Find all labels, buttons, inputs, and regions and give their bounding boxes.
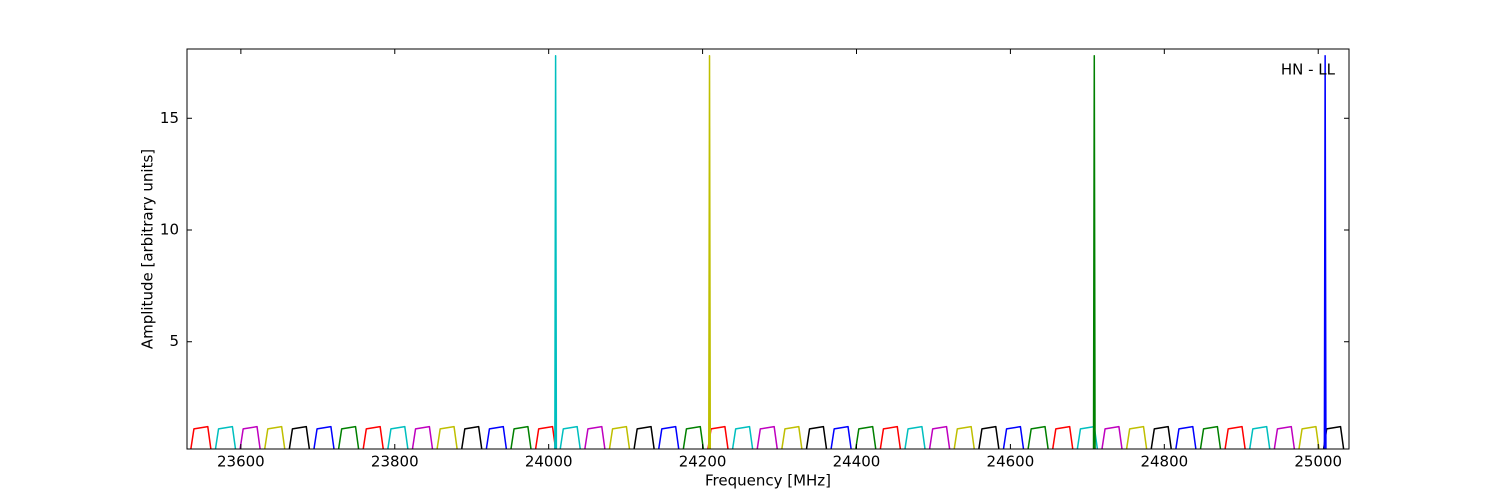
- x-tick-label: 23800: [371, 453, 419, 471]
- series-line: [239, 425, 1296, 449]
- x-tick-label: 25000: [1294, 453, 1342, 471]
- y-tick-label: 15: [160, 109, 179, 127]
- x-tick-label: 24200: [679, 453, 727, 471]
- series-line: [214, 54, 1271, 449]
- x-tick-label: 23600: [217, 453, 265, 471]
- series-line: [288, 425, 1345, 449]
- series-line: [337, 54, 1222, 449]
- y-axis-label: Amplitude [arbitrary units]: [139, 149, 157, 349]
- x-axis-label: Frequency [MHz]: [705, 472, 831, 490]
- series-line: [190, 425, 1246, 449]
- series-line: [313, 54, 1327, 449]
- plot-frame: [186, 48, 1350, 450]
- x-tick-label: 24800: [1140, 453, 1188, 471]
- annotation: HN - LL: [1281, 61, 1336, 79]
- x-tick-label: 24400: [833, 453, 881, 471]
- y-tick-label: 10: [160, 221, 179, 239]
- series-line: [263, 54, 1320, 449]
- y-tick-label: 5: [169, 332, 179, 350]
- x-tick-label: 24000: [525, 453, 573, 471]
- x-tick-label: 24600: [987, 453, 1035, 471]
- plot-lines: [190, 54, 1345, 449]
